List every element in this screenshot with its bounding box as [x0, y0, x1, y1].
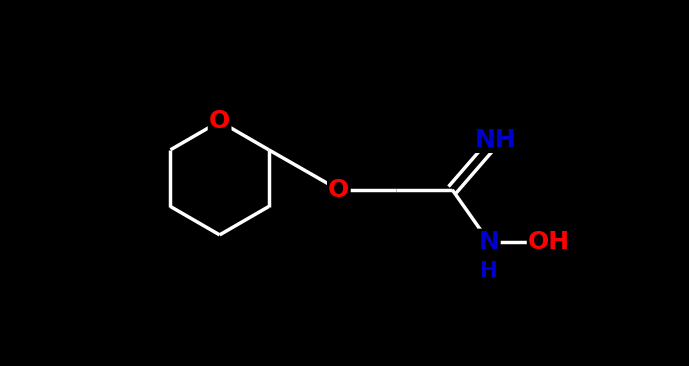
Text: N: N	[479, 230, 500, 254]
Text: NH: NH	[475, 128, 517, 152]
Text: O: O	[209, 109, 230, 134]
Text: OH: OH	[528, 230, 570, 254]
Text: H: H	[480, 261, 498, 281]
Text: O: O	[328, 178, 349, 202]
